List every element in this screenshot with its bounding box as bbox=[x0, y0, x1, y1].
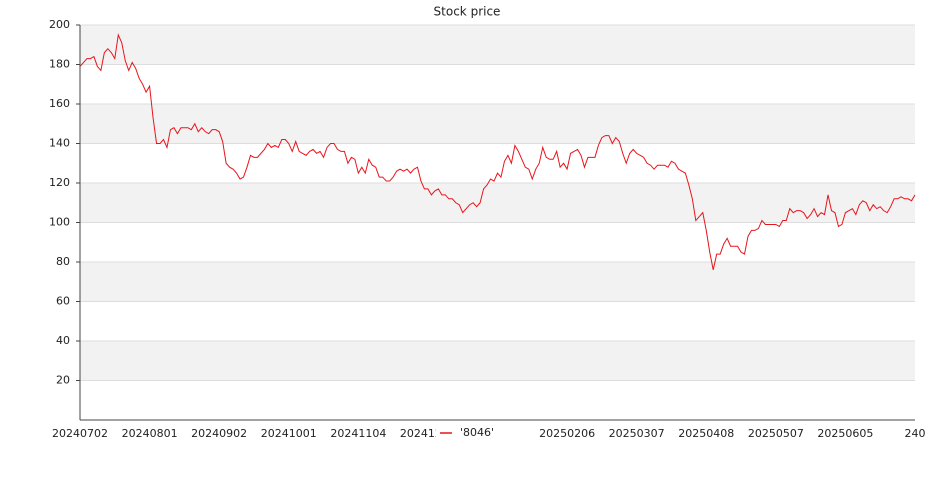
y-tick-label: 200 bbox=[49, 18, 70, 31]
y-tick-label: 140 bbox=[49, 137, 70, 150]
grid-band bbox=[80, 341, 915, 381]
y-tick-label: 160 bbox=[49, 97, 70, 110]
x-tick-label: 20250408 bbox=[678, 427, 734, 440]
x-tick-label: 240 bbox=[905, 427, 926, 440]
x-tick-label: 20250605 bbox=[817, 427, 873, 440]
grid-band bbox=[80, 183, 915, 223]
y-tick-label: 100 bbox=[49, 216, 70, 229]
x-tick-label: 20250307 bbox=[609, 427, 665, 440]
y-tick-label: 20 bbox=[56, 374, 70, 387]
grid-band bbox=[80, 25, 915, 65]
x-tick-label: 20240801 bbox=[122, 427, 178, 440]
x-tick-label: 20240902 bbox=[191, 427, 247, 440]
x-tick-label: 20240702 bbox=[52, 427, 108, 440]
x-tick-label: 20241104 bbox=[330, 427, 386, 440]
chart-title: Stock price bbox=[434, 5, 501, 19]
x-tick-label: 20250206 bbox=[539, 427, 595, 440]
x-tick-label: 20250507 bbox=[748, 427, 804, 440]
legend-box bbox=[436, 424, 500, 442]
grid-band bbox=[80, 104, 915, 144]
y-tick-label: 60 bbox=[56, 295, 70, 308]
x-tick-label: 20241001 bbox=[261, 427, 317, 440]
y-tick-label: 80 bbox=[56, 255, 70, 268]
legend-label: '8046' bbox=[460, 426, 494, 439]
y-tick-label: 120 bbox=[49, 176, 70, 189]
price-line bbox=[79, 33, 916, 271]
grid-band bbox=[80, 262, 915, 302]
y-tick-label: 40 bbox=[56, 334, 70, 347]
y-tick-label: 180 bbox=[49, 58, 70, 71]
